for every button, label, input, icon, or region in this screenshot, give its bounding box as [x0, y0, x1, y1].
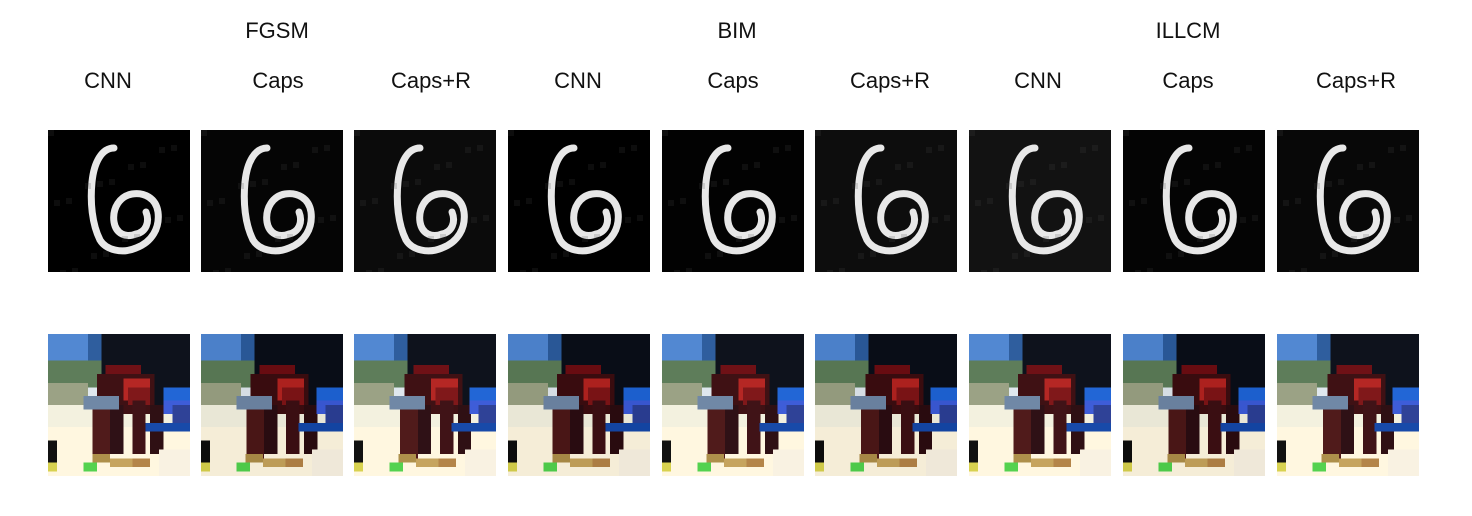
cifar-scene-graphic: [815, 334, 957, 476]
cifar-scene-graphic: [354, 334, 496, 476]
cifar-scene-graphic: [1277, 334, 1419, 476]
cifar-image-bim-caps-r: [815, 334, 957, 476]
model-label-fgsm-cnn: CNN: [84, 68, 132, 93]
cifar-scene-graphic: [1123, 334, 1265, 476]
digit-six-graphic: [1123, 130, 1265, 272]
digit-six-graphic: [815, 130, 957, 272]
noise-overlay: [508, 130, 643, 272]
digit-six-graphic: [1277, 130, 1419, 272]
cifar-scene-graphic: [508, 334, 650, 476]
cifar-image-illcm-caps: [1123, 334, 1265, 476]
group-label-illcm: ILLCM: [1155, 18, 1221, 43]
group-label-bim: BIM: [717, 18, 757, 43]
noise-overlay: [1277, 130, 1412, 272]
noise-overlay: [1123, 130, 1258, 272]
cifar-scene-graphic: [969, 334, 1111, 476]
mnist-image-fgsm-caps-r: [354, 130, 496, 272]
model-label-illcm-cnn: CNN: [1014, 68, 1062, 93]
cifar-image-bim-caps: [662, 334, 804, 476]
noise-overlay: [48, 130, 183, 272]
cifar-scene-graphic: [662, 334, 804, 476]
digit-six-graphic: [48, 130, 190, 272]
digit-six-graphic: [508, 130, 650, 272]
mnist-image-illcm-caps: [1123, 130, 1265, 272]
model-label-illcm-caps-r: Caps+R: [1315, 68, 1397, 93]
model-label-bim-caps-r: Caps+R: [849, 68, 931, 93]
noise-overlay: [201, 130, 336, 272]
digit-six-graphic: [969, 130, 1111, 272]
cifar-image-fgsm-caps: [201, 334, 343, 476]
noise-overlay: [969, 130, 1104, 272]
group-label-fgsm: FGSM: [245, 18, 309, 43]
model-label-bim-caps: Caps: [707, 68, 759, 93]
model-label-bim-cnn: CNN: [554, 68, 602, 93]
cifar-image-fgsm-caps-r: [354, 334, 496, 476]
digit-six-graphic: [662, 130, 804, 272]
cifar-image-fgsm-cnn: [48, 334, 190, 476]
cifar-image-illcm-caps-r: [1277, 334, 1419, 476]
model-label-fgsm-caps: Caps: [252, 68, 304, 93]
cifar-image-illcm-cnn: [969, 334, 1111, 476]
noise-overlay: [354, 130, 489, 272]
cifar-image-bim-cnn: [508, 334, 650, 476]
mnist-image-bim-cnn: [508, 130, 650, 272]
digit-six-graphic: [354, 130, 496, 272]
model-label-fgsm-caps-r: Caps+R: [390, 68, 472, 93]
cifar-scene-graphic: [201, 334, 343, 476]
mnist-image-bim-caps: [662, 130, 804, 272]
mnist-image-bim-caps-r: [815, 130, 957, 272]
mnist-image-illcm-caps-r: [1277, 130, 1419, 272]
mnist-image-fgsm-caps: [201, 130, 343, 272]
mnist-image-fgsm-cnn: [48, 130, 190, 272]
noise-overlay: [662, 130, 797, 272]
model-label-illcm-caps: Caps: [1162, 68, 1214, 93]
noise-overlay: [815, 130, 950, 272]
mnist-image-illcm-cnn: [969, 130, 1111, 272]
cifar-scene-graphic: [48, 334, 190, 476]
digit-six-graphic: [201, 130, 343, 272]
